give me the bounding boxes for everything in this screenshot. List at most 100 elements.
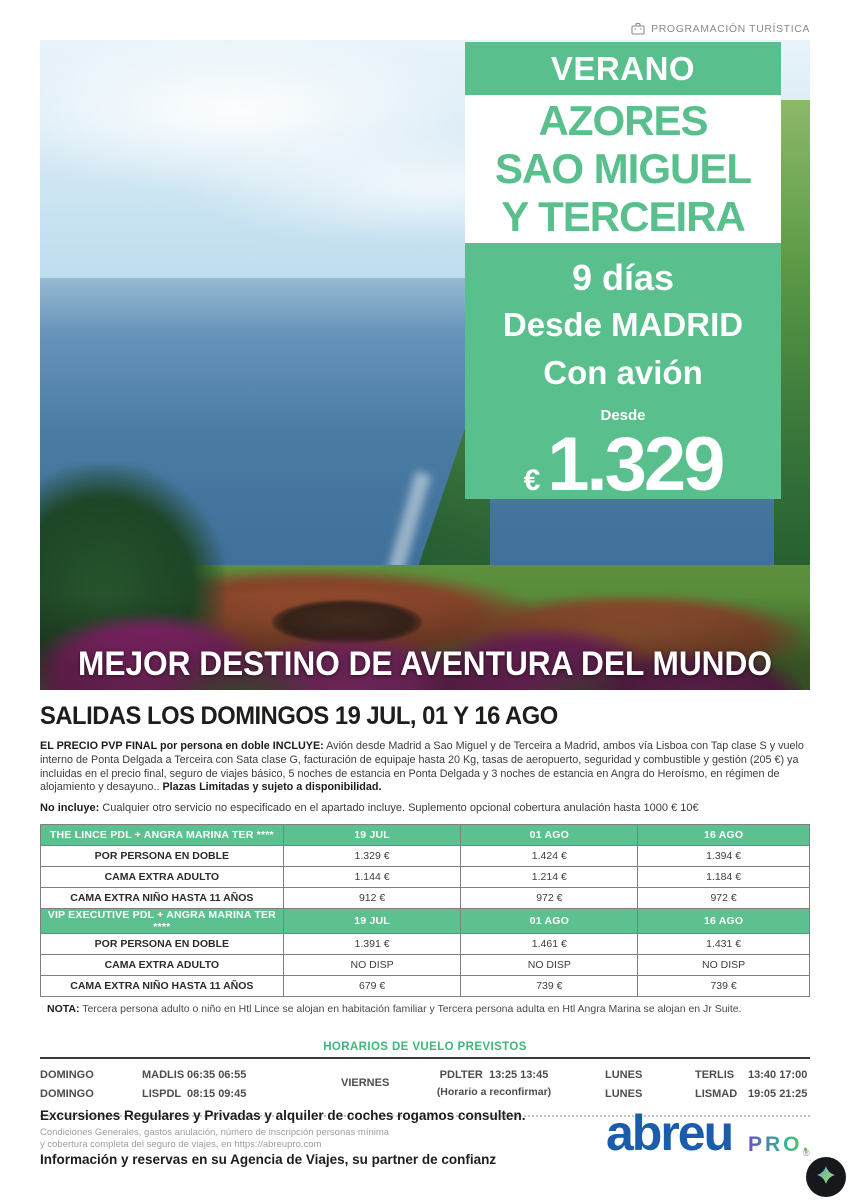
price-cell: 1.329 € <box>282 845 462 867</box>
date-header: 19 JUL <box>282 824 462 846</box>
offer-details: 9 días Desde MADRID Con avión Desde € 1.… <box>465 243 781 503</box>
table-header-row: VIP EXECUTIVE PDL + ANGRA MARINA TER ***… <box>40 908 810 934</box>
excludes-body: Cualquier otro servicio no especificado … <box>99 802 699 814</box>
middle-flight-line: PDLTER 13:25 13:45 <box>403 1067 585 1084</box>
price-cell: 1.461 € <box>460 933 639 955</box>
outbound-flights: DOMINGO MADLIS 06:35 06:55 DOMINGO LISPD… <box>40 1067 246 1103</box>
award-banner: MEJOR DESTINO DE AVENTURA DEL MUNDO <box>78 645 772 683</box>
includes-lead: EL PRECIO PVP FINAL por persona en doble… <box>40 740 324 752</box>
briefcase-icon <box>631 22 645 35</box>
date-header: 16 AGO <box>637 908 810 934</box>
flight-day: DOMINGO <box>40 1088 94 1100</box>
price-cell: NO DISP <box>460 954 639 976</box>
photo-flowers <box>595 652 805 690</box>
trip-transport: Con avión <box>543 354 703 391</box>
table-row: CAMA EXTRA ADULTO 1.144 € 1.214 € 1.184 … <box>40 866 810 888</box>
departures-heading: SALIDAS LOS DOMINGOS 19 JUL, 01 Y 16 AGO <box>40 702 558 730</box>
photo-bush <box>155 658 325 690</box>
row-label: CAMA EXTRA ADULTO <box>40 866 284 888</box>
flight-route: PDLTER <box>439 1069 483 1081</box>
price-cell: 972 € <box>460 887 639 909</box>
price-cell: 679 € <box>282 975 462 997</box>
excludes-lead: No incluye: <box>40 802 100 814</box>
flight-route: LISPDL <box>142 1088 182 1100</box>
destination-line: SAO MIGUEL <box>494 145 752 192</box>
abreu-logo: abreu <box>606 1105 734 1161</box>
price-table: THE LINCE PDL + ANGRA MARINA TER **** 19… <box>40 824 810 997</box>
hero-photo: MEJOR DESTINO DE AVENTURA DEL MUNDO VERA… <box>40 40 810 690</box>
flight-times: 13:25 13:45 <box>488 1069 549 1081</box>
row-label: CAMA EXTRA NIÑO HASTA 11 AÑOS <box>40 975 284 997</box>
price-cell: 739 € <box>460 975 639 997</box>
program-label: PROGRAMACIÓN TURÍSTICA <box>631 22 810 35</box>
middle-flight: PDLTER 13:25 13:45 (Horario a reconfirma… <box>403 1067 585 1101</box>
price-cell: 1.424 € <box>460 845 639 867</box>
middle-flight-day: VIERNES <box>341 1077 390 1089</box>
flight-route: TERLIS <box>695 1069 735 1081</box>
destination-title: AZORES SAO MIGUEL Y TERCEIRA <box>465 95 781 243</box>
return-flights: LUNES TERLIS 13:40 17:00 LUNES LISMAD 19… <box>605 1067 807 1103</box>
row-label: CAMA EXTRA ADULTO <box>40 954 284 976</box>
registered-mark: ® <box>803 1148 810 1158</box>
table-header-row: THE LINCE PDL + ANGRA MARINA TER **** 19… <box>40 824 810 846</box>
date-header: 16 AGO <box>637 824 810 846</box>
price-cell: 972 € <box>637 887 810 909</box>
price-prefix: Desde <box>600 407 646 424</box>
season-badge: VERANO <box>465 42 781 95</box>
divider <box>40 1057 810 1059</box>
row-label: POR PERSONA EN DOBLE <box>40 845 284 867</box>
flight-times: 13:40 17:00 <box>748 1069 808 1081</box>
trip-origin: Desde MADRID <box>502 306 744 343</box>
date-header: 01 AGO <box>460 824 639 846</box>
flight-note: (Horario a reconfirmar) <box>436 1086 552 1098</box>
nota-lead: NOTA: <box>47 1003 80 1015</box>
price-cell: 1.431 € <box>637 933 810 955</box>
flight-route: MADLIS <box>142 1069 185 1081</box>
table-row: CAMA EXTRA NIÑO HASTA 11 AÑOS 679 € 739 … <box>40 975 810 997</box>
trip-duration: 9 días <box>571 257 675 298</box>
price-cell: 1.184 € <box>637 866 810 888</box>
price-cell: 1.391 € <box>282 933 462 955</box>
includes-paragraph: EL PRECIO PVP FINAL por persona en doble… <box>40 740 810 795</box>
flight-day: DOMINGO <box>40 1069 94 1081</box>
conditions-line: y cobertura completa del seguro de viaje… <box>40 1138 322 1150</box>
table-row: CAMA EXTRA NIÑO HASTA 11 AÑOS 912 € 972 … <box>40 887 810 909</box>
photo-bottom-shade <box>40 595 810 690</box>
destination-line: AZORES <box>538 97 708 144</box>
photo-pavilion <box>272 600 422 644</box>
price-cell: 1.144 € <box>282 866 462 888</box>
price-amount: 1.329 <box>547 422 725 507</box>
hotel-name: VIP EXECUTIVE PDL + ANGRA MARINA TER ***… <box>40 908 284 934</box>
price-cell: 739 € <box>637 975 810 997</box>
row-label: POR PERSONA EN DOBLE <box>40 933 284 955</box>
currency-symbol: € <box>523 464 541 497</box>
flight-times: 08:15 09:45 <box>187 1088 247 1100</box>
price-cell: 912 € <box>282 887 462 909</box>
promo-panel: VERANO AZORES SAO MIGUEL Y TERCEIRA 9 dí… <box>465 42 781 503</box>
price-cell: 1.394 € <box>637 845 810 867</box>
flight-times: 06:35 06:55 <box>187 1069 247 1081</box>
nota-body: Tercera persona adulto o niño en Htl Lin… <box>79 1003 742 1015</box>
date-header: 19 JUL <box>282 908 462 934</box>
pro-logo: PRO. <box>748 1133 812 1156</box>
destination-line: Y TERCEIRA <box>501 193 746 240</box>
price-cell: 1.214 € <box>460 866 639 888</box>
hotel-name: THE LINCE PDL + ANGRA MARINA TER **** <box>40 824 284 846</box>
excursions-line: Excursiones Regulares y Privadas y alqui… <box>40 1108 526 1123</box>
flight-day: LUNES <box>605 1069 643 1081</box>
table-row: POR PERSONA EN DOBLE 1.329 € 1.424 € 1.3… <box>40 845 810 867</box>
dotted-divider <box>40 1115 810 1117</box>
flight-schedule-body: DOMINGO MADLIS 06:35 06:55 DOMINGO LISPD… <box>40 1065 810 1109</box>
conditions-line: Condiciones Generales, gastos anulación,… <box>40 1127 390 1138</box>
price-cell: NO DISP <box>637 954 810 976</box>
price-cell: NO DISP <box>282 954 462 976</box>
assistant-widget-button[interactable] <box>806 1157 846 1197</box>
row-label: CAMA EXTRA NIÑO HASTA 11 AÑOS <box>40 887 284 909</box>
flight-day: LUNES <box>605 1088 643 1100</box>
flight-times: 19:05 21:25 <box>748 1088 808 1100</box>
flight-schedule-title: HORARIOS DE VUELO PREVISTOS <box>323 1041 527 1053</box>
table-row: CAMA EXTRA ADULTO NO DISP NO DISP NO DIS… <box>40 954 810 976</box>
excludes-paragraph: No incluye: Cualquier otro servicio no e… <box>40 801 810 815</box>
nota-paragraph: NOTA: Tercera persona adulto o niño en H… <box>47 1003 807 1015</box>
